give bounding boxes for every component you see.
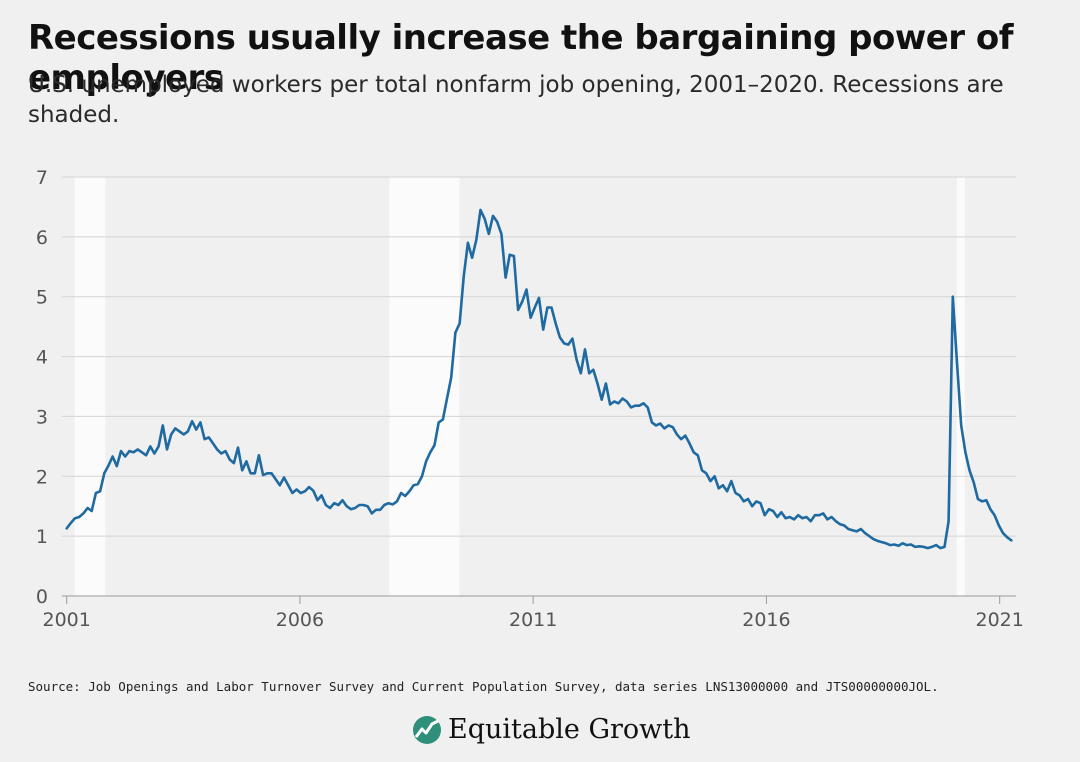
gridlines <box>62 176 1016 597</box>
chart-subtitle: U.S. unemployed workers per total nonfar… <box>28 72 1004 128</box>
chart-title: Recessions usually increase the bargaini… <box>28 18 1014 98</box>
y-tick-label: 6 <box>36 227 48 249</box>
x-tick-label: 2016 <box>742 609 790 631</box>
x-axis: 2001 2006 2011 2016 2021 <box>42 596 1024 631</box>
brand: Equitable Growth <box>412 714 691 745</box>
series-line-0 <box>65 208 1013 550</box>
y-tick-label: 7 <box>36 167 48 189</box>
line-chart: 0 1 2 3 4 5 6 7 2001 2006 2011 2016 2021 <box>36 167 1024 631</box>
recession-shading <box>74 177 965 596</box>
recession-band-0 <box>74 177 106 596</box>
x-tick-label: 2021 <box>975 609 1023 631</box>
x-tick-label: 2011 <box>509 609 557 631</box>
y-tick-label: 4 <box>36 347 48 369</box>
equitable-growth-logo-icon <box>413 715 441 744</box>
recession-band-2 <box>956 177 965 596</box>
source-note: Source: Job Openings and Labor Turnover … <box>28 679 939 694</box>
x-tick-label: 2001 <box>42 609 90 631</box>
y-tick-label: 3 <box>36 406 48 428</box>
brand-name: Equitable Growth <box>448 714 691 745</box>
y-tick-label: 5 <box>36 287 48 309</box>
y-tick-label: 0 <box>36 586 48 608</box>
x-tick-label: 2006 <box>276 609 324 631</box>
y-axis: 0 1 2 3 4 5 6 7 <box>36 167 48 608</box>
y-tick-label: 2 <box>36 466 48 488</box>
series-layer <box>65 208 1013 550</box>
recession-band-1 <box>389 177 460 596</box>
y-tick-label: 1 <box>36 526 48 548</box>
